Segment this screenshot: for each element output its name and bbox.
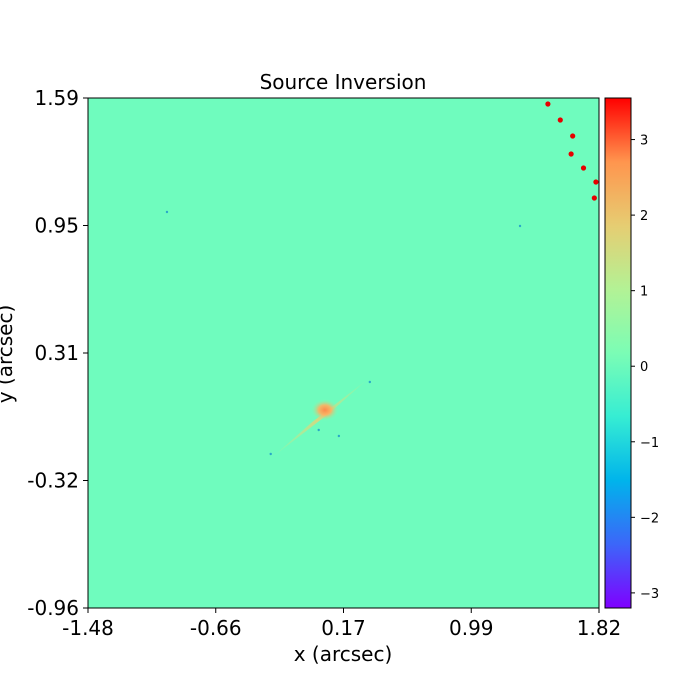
scatter-points-layer <box>545 101 599 201</box>
minor-point <box>165 210 169 214</box>
chart-title: Source Inversion <box>260 70 427 94</box>
x-tick-label: 1.82 <box>577 616 622 640</box>
scatter-point <box>568 151 574 157</box>
y-tick-label: -0.96 <box>27 596 79 620</box>
colorbar-tick-label: −3 <box>640 587 659 602</box>
colorbar-ticks: 3 2 1 0 −1 −2 −3 <box>631 134 659 602</box>
y-tick-label: 1.59 <box>34 86 79 110</box>
colorbar-tick-label: 2 <box>640 209 648 224</box>
heatmap-background <box>88 98 599 608</box>
colorbar-tick-label: −1 <box>640 436 659 451</box>
heatmap-central-blob <box>310 399 339 421</box>
y-tick-label: 0.31 <box>34 341 79 365</box>
y-axis: 1.59 0.95 0.31 -0.32 -0.96 <box>27 86 88 620</box>
x-tick-label: 0.17 <box>321 616 366 640</box>
plot-area <box>88 98 599 608</box>
scatter-point <box>593 179 599 185</box>
x-tick-label: 0.99 <box>449 616 494 640</box>
scatter-point <box>557 117 563 123</box>
scatter-point <box>580 165 587 171</box>
colorbar-tick-label: 3 <box>640 134 648 149</box>
minor-point <box>317 428 320 432</box>
colorbar-gradient <box>604 97 632 609</box>
y-axis-label: y (arcsec) <box>0 305 17 404</box>
x-axis: -1.48 -0.66 0.17 0.99 1.82 <box>62 608 621 640</box>
colorbar: 3 2 1 0 −1 −2 −3 <box>604 97 659 609</box>
x-axis-label: x (arcsec) <box>294 642 393 666</box>
y-tick-label: -0.32 <box>27 469 79 493</box>
x-tick-label: -1.48 <box>62 616 114 640</box>
scatter-point <box>591 195 597 201</box>
colorbar-tick-label: 1 <box>640 285 648 300</box>
minor-point <box>269 452 272 456</box>
scatter-point <box>570 133 576 139</box>
colorbar-tick-label: 0 <box>640 360 648 375</box>
colorbar-tick-label: −2 <box>640 511 659 526</box>
minor-point <box>368 380 372 384</box>
minor-point <box>518 224 522 228</box>
minor-point <box>337 434 341 438</box>
y-tick-label: 0.95 <box>34 214 79 238</box>
minor-points-layer <box>165 210 522 456</box>
scatter-point <box>545 101 551 107</box>
x-tick-label: -0.66 <box>190 616 242 640</box>
